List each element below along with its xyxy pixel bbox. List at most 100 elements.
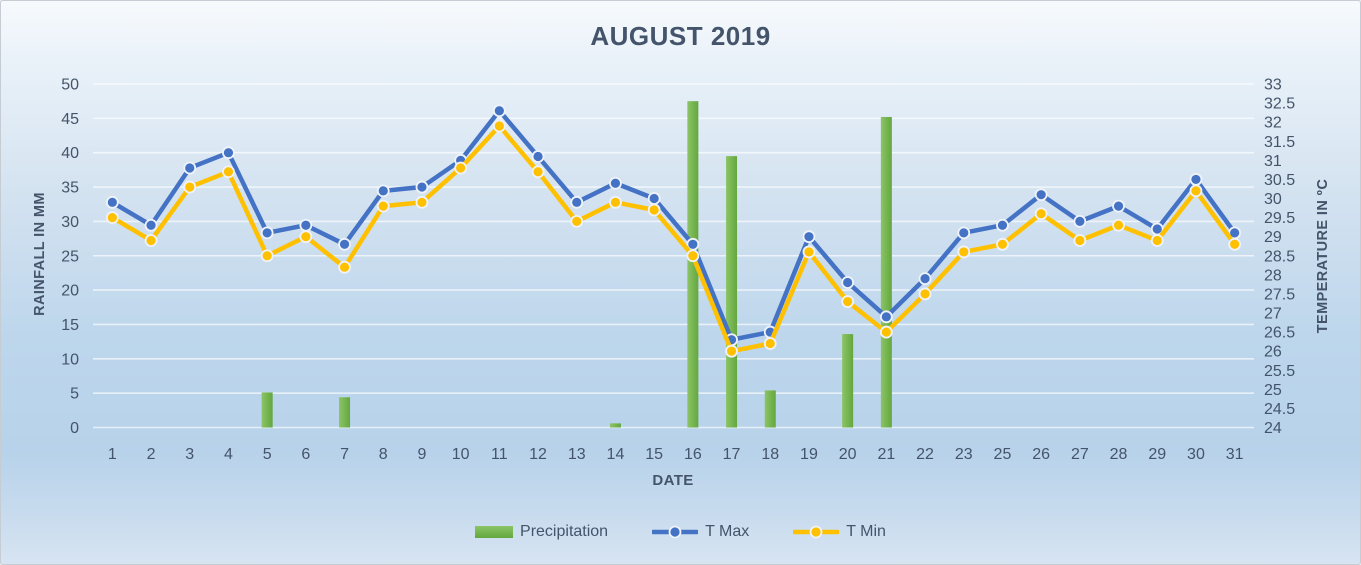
x-axis-tick-label: 7 [340, 446, 349, 463]
t-min-marker-day-26[interactable] [1034, 207, 1048, 221]
precipitation-bar-day-20[interactable] [842, 334, 854, 428]
legend-label-precipitation: Precipitation [520, 523, 609, 540]
legend-item-precipitation[interactable]: Precipitation [475, 523, 608, 541]
precipitation-bar-day-18[interactable] [764, 390, 776, 428]
t-min-marker-day-21[interactable] [879, 325, 893, 339]
t-min-marker-day-7[interactable] [338, 260, 351, 274]
t-min-marker-day-3[interactable] [183, 180, 197, 194]
t-max-marker-day-22[interactable] [918, 272, 932, 286]
right-axis-tick-label: 24.5 [1264, 401, 1295, 418]
t-max-marker-day-30[interactable] [1189, 173, 1203, 186]
t-min-marker-day-15[interactable] [647, 203, 661, 217]
right-axis-tick-label: 31.5 [1264, 134, 1295, 151]
right-axis-tick-label: 26.5 [1264, 325, 1295, 342]
t-min-marker-day-9[interactable] [415, 195, 429, 209]
right-axis-tick-label: 32.5 [1264, 96, 1295, 113]
t-min-marker-day-11[interactable] [492, 119, 506, 133]
t-max-marker-day-25[interactable] [996, 218, 1009, 232]
t-min-marker-day-10[interactable] [454, 161, 468, 175]
t-max-marker-day-19[interactable] [802, 230, 816, 244]
precipitation-bar-day-17[interactable] [726, 156, 738, 428]
right-axis-tick-label: 28 [1264, 267, 1282, 284]
right-axis-tick-label: 27.5 [1264, 286, 1295, 303]
t-min-marker-day-28[interactable] [1112, 218, 1125, 232]
t-max-marker-day-26[interactable] [1034, 188, 1048, 202]
t-min-marker-day-29[interactable] [1150, 234, 1164, 247]
legend-label-tmax: T Max [705, 523, 750, 540]
t-min-marker-day-14[interactable] [609, 195, 622, 209]
x-axis-tick-label: 12 [529, 446, 547, 463]
t-max-marker-day-3[interactable] [183, 161, 197, 175]
legend-item-tmin[interactable]: T Min [793, 523, 886, 541]
t-min-marker-day-20[interactable] [841, 295, 855, 308]
t-max-marker-day-20[interactable] [841, 276, 855, 289]
t-max-marker-day-11[interactable] [492, 104, 506, 118]
t-max-marker-day-8[interactable] [376, 184, 390, 198]
t-min-marker-day-27[interactable] [1073, 234, 1087, 247]
right-axis-tick-label: 24 [1264, 420, 1282, 437]
t-max-marker-day-21[interactable] [879, 310, 893, 324]
t-max-marker-day-7[interactable] [338, 237, 351, 251]
x-axis-title: DATE [652, 472, 694, 489]
t-min-marker-day-31[interactable] [1228, 237, 1242, 251]
right-axis-tick-label: 29.5 [1264, 210, 1295, 227]
right-axis-tick-label: 25 [1264, 382, 1282, 399]
t-min-marker-day-8[interactable] [376, 199, 390, 213]
t-max-marker-day-9[interactable] [415, 180, 429, 194]
x-axis-tick-label: 11 [491, 446, 508, 463]
precipitation-bar-day-5[interactable] [261, 392, 273, 428]
t-min-marker-day-13[interactable] [570, 214, 584, 228]
t-min-marker-day-19[interactable] [802, 245, 816, 259]
x-axis-tick-label: 9 [417, 446, 426, 463]
t-max-marker-day-14[interactable] [609, 176, 622, 190]
t-max-marker-day-23[interactable] [957, 226, 971, 240]
t-max-marker-day-1[interactable] [105, 195, 119, 209]
x-axis-tick-label: 29 [1148, 446, 1166, 463]
right-axis-tick-label: 26 [1264, 344, 1282, 361]
right-axis-tick-label: 32 [1264, 115, 1282, 132]
x-axis-tick-label: 31 [1226, 446, 1244, 463]
t-min-marker-day-17[interactable] [725, 344, 738, 358]
t-max-marker-day-5[interactable] [260, 226, 274, 240]
t-max-marker-day-4[interactable] [222, 146, 235, 160]
t-min-marker-day-25[interactable] [996, 237, 1009, 251]
t-min-marker-day-2[interactable] [144, 234, 158, 247]
left-axis-tick-label: 0 [70, 420, 79, 437]
t-min-marker-day-22[interactable] [918, 287, 932, 301]
t-min-marker-day-18[interactable] [763, 337, 777, 350]
left-axis-tick-label: 50 [61, 77, 79, 94]
t-min-marker-day-4[interactable] [222, 165, 235, 179]
precipitation-bar-day-21[interactable] [880, 116, 892, 428]
t-min-marker-day-6[interactable] [299, 230, 313, 244]
right-axis-tick-label: 33 [1264, 77, 1282, 94]
x-axis-tick-label: 8 [379, 446, 388, 463]
left-axis-title: RAINFALL IN MM [32, 192, 48, 316]
t-min-marker-day-12[interactable] [531, 165, 545, 179]
precipitation-bar-day-7[interactable] [339, 397, 351, 428]
t-max-marker-day-28[interactable] [1112, 199, 1125, 213]
left-axis-tick-label: 25 [61, 248, 79, 265]
t-min-marker-day-1[interactable] [105, 211, 119, 224]
t-max-marker-day-13[interactable] [570, 195, 584, 209]
x-axis-tick-label: 23 [955, 446, 973, 463]
x-axis-tick-label: 3 [185, 446, 194, 463]
t-min-marker-day-5[interactable] [260, 249, 274, 263]
x-axis-tick-label: 25 [994, 446, 1012, 463]
x-axis-tick-label: 17 [723, 446, 741, 463]
left-axis-tick-label: 15 [61, 317, 79, 334]
t-max-marker-day-12[interactable] [531, 150, 545, 163]
t-min-marker-day-30[interactable] [1189, 184, 1203, 198]
precipitation-bar-day-16[interactable] [687, 101, 699, 428]
t-min-marker-day-16[interactable] [686, 249, 700, 263]
precipitation-bar-day-14[interactable] [609, 423, 621, 428]
t-max-marker-day-27[interactable] [1073, 214, 1087, 228]
legend-item-tmax[interactable]: T Max [652, 523, 749, 541]
x-axis-tick-label: 20 [839, 446, 857, 463]
tmax-line-swatch-icon [652, 525, 699, 539]
t-max-marker-day-2[interactable] [144, 218, 158, 232]
t-max-marker-day-6[interactable] [299, 218, 313, 232]
t-min-marker-day-23[interactable] [957, 245, 971, 259]
t-max-marker-day-15[interactable] [647, 192, 661, 205]
x-axis-tick-label: 30 [1187, 446, 1205, 463]
t-min-line [110, 123, 1237, 354]
